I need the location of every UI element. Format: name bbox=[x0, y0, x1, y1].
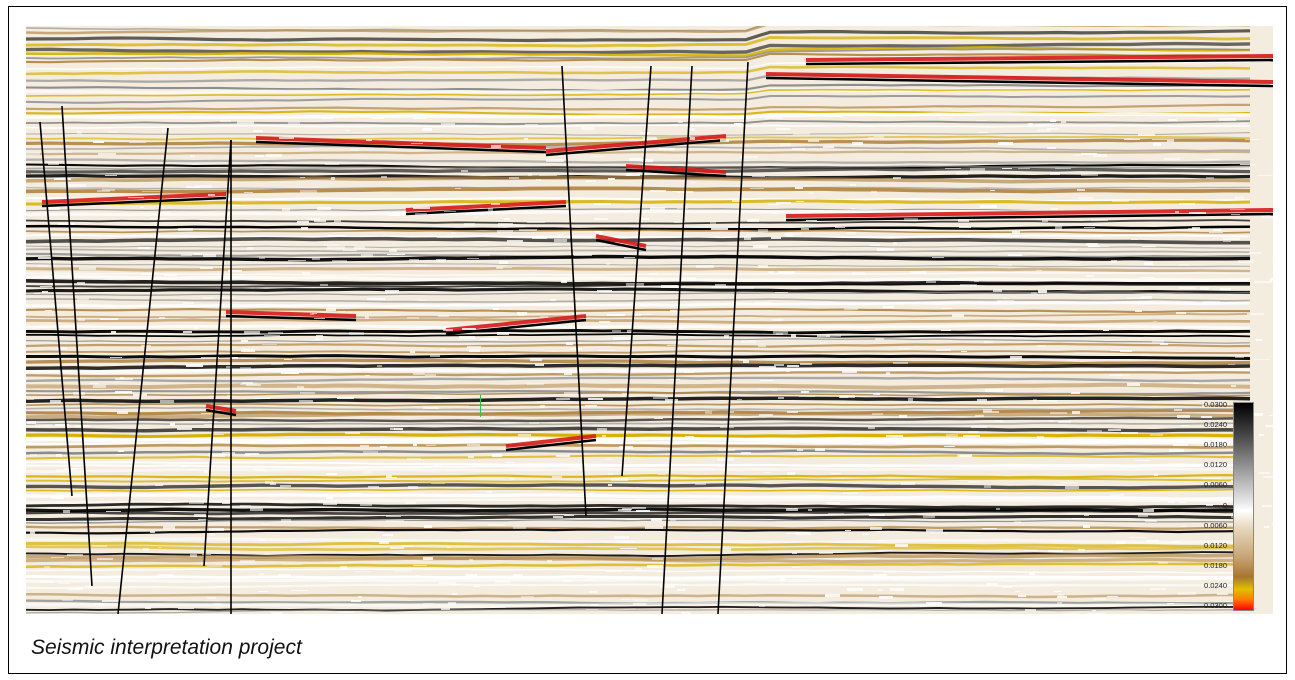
colorbar-tick-label: 0.0060 bbox=[1204, 520, 1227, 530]
colorbar-tick-label: 0.0300 bbox=[1204, 601, 1227, 610]
colorbar-tick-label: 0 bbox=[1222, 500, 1227, 510]
crosshair-cursor-icon-vertical bbox=[480, 395, 481, 417]
amplitude-colorbar bbox=[1233, 402, 1254, 611]
colorbar-tick-label: 0.0180 bbox=[1204, 560, 1227, 570]
colorbar-tick-label: 0.0060 bbox=[1204, 480, 1227, 490]
colorbar-tick-label: 0.0240 bbox=[1204, 420, 1227, 430]
figure-caption: Seismic interpretation project bbox=[31, 636, 302, 659]
colorbar-tick-label: 0.0240 bbox=[1204, 580, 1227, 590]
colorbar-tick-label: 0.0120 bbox=[1204, 540, 1227, 550]
seismic-image bbox=[26, 26, 1273, 614]
colorbar-tick-label: 0.0180 bbox=[1204, 440, 1227, 450]
seismic-section[interactable] bbox=[26, 26, 1273, 614]
colorbar-tick-label: 0.0300 bbox=[1204, 400, 1227, 409]
colorbar-tick-label: 0.0120 bbox=[1204, 460, 1227, 470]
